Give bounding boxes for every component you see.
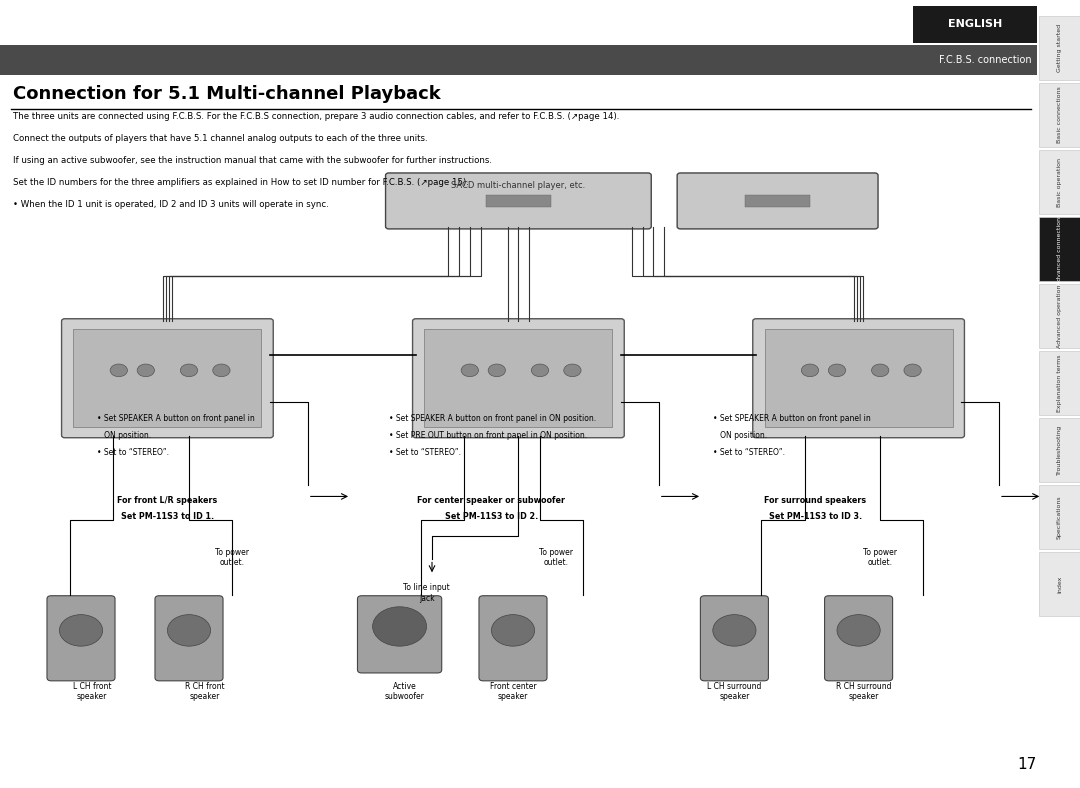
Text: • Set to “STEREO”.: • Set to “STEREO”. — [713, 448, 785, 457]
FancyBboxPatch shape — [386, 173, 651, 229]
Text: • Set SPEAKER A button on front panel in: • Set SPEAKER A button on front panel in — [713, 414, 870, 422]
Text: Set PM-11S3 to ID 1.: Set PM-11S3 to ID 1. — [121, 512, 214, 521]
Text: Active
subwoofer: Active subwoofer — [386, 682, 424, 701]
FancyBboxPatch shape — [677, 173, 878, 229]
Text: L CH front
speaker: L CH front speaker — [72, 682, 111, 701]
Circle shape — [904, 364, 921, 377]
Bar — [765, 329, 953, 427]
Text: Connect the outputs of players that have 5.1 channel analog outputs to each of t: Connect the outputs of players that have… — [13, 134, 428, 143]
Text: To line input
jack: To line input jack — [403, 583, 450, 603]
Bar — [1039, 16, 1080, 80]
Bar — [1039, 418, 1080, 482]
Text: 17: 17 — [1017, 757, 1037, 772]
Circle shape — [713, 615, 756, 646]
Circle shape — [801, 364, 819, 377]
Text: To power
outlet.: To power outlet. — [215, 548, 249, 567]
Text: Basic operation: Basic operation — [1057, 158, 1062, 206]
Bar — [73, 329, 261, 427]
Text: For surround speakers: For surround speakers — [765, 496, 866, 505]
Circle shape — [564, 364, 581, 377]
FancyBboxPatch shape — [357, 596, 442, 673]
Text: ON position.: ON position. — [97, 431, 151, 440]
Bar — [1039, 217, 1080, 281]
FancyBboxPatch shape — [701, 596, 769, 681]
Text: Explanation terms: Explanation terms — [1057, 355, 1062, 411]
Text: If using an active subwoofer, see the instruction manual that came with the subw: If using an active subwoofer, see the in… — [13, 156, 492, 165]
Bar — [1039, 150, 1080, 214]
Circle shape — [373, 607, 427, 646]
Circle shape — [59, 615, 103, 646]
Text: Connection for 5.1 Multi-channel Playback: Connection for 5.1 Multi-channel Playbac… — [13, 85, 441, 103]
Text: • Set to “STEREO”.: • Set to “STEREO”. — [389, 448, 461, 457]
Circle shape — [461, 364, 478, 377]
Bar — [745, 195, 810, 207]
Circle shape — [488, 364, 505, 377]
Text: Front center
speaker: Front center speaker — [489, 682, 537, 701]
Circle shape — [491, 615, 535, 646]
Text: Set the ID numbers for the three amplifiers as explained in How to set ID number: Set the ID numbers for the three amplifi… — [13, 178, 469, 187]
Text: • Set to “STEREO”.: • Set to “STEREO”. — [97, 448, 170, 457]
FancyBboxPatch shape — [413, 318, 624, 438]
Bar — [0, 45, 1037, 75]
Text: To power
outlet.: To power outlet. — [863, 548, 897, 567]
Circle shape — [137, 364, 154, 377]
FancyBboxPatch shape — [48, 596, 114, 681]
Text: Advanced connections: Advanced connections — [1057, 214, 1062, 284]
Circle shape — [531, 364, 549, 377]
Bar — [424, 329, 612, 427]
Text: Basic connections: Basic connections — [1057, 87, 1062, 143]
Text: • Set SPEAKER A button on front panel in: • Set SPEAKER A button on front panel in — [97, 414, 255, 422]
Bar — [1039, 552, 1080, 616]
Text: • Set PRE OUT button on front panel in ON position.: • Set PRE OUT button on front panel in O… — [389, 431, 586, 440]
Circle shape — [110, 364, 127, 377]
Text: Index: Index — [1057, 575, 1062, 593]
Text: For front L/R speakers: For front L/R speakers — [118, 496, 217, 505]
FancyBboxPatch shape — [825, 596, 892, 681]
Text: • Set SPEAKER A button on front panel in ON position.: • Set SPEAKER A button on front panel in… — [389, 414, 596, 422]
Bar — [1039, 351, 1080, 415]
Text: For center speaker or subwoofer: For center speaker or subwoofer — [417, 496, 566, 505]
Text: ON position.: ON position. — [713, 431, 767, 440]
Text: Specifications: Specifications — [1057, 495, 1062, 539]
Circle shape — [180, 364, 198, 377]
Bar — [1039, 83, 1080, 147]
Text: The three units are connected using F.C.B.S. For the F.C.B.S connection, prepare: The three units are connected using F.C.… — [13, 112, 619, 121]
Circle shape — [837, 615, 880, 646]
Circle shape — [167, 615, 211, 646]
Text: Troubleshooting: Troubleshooting — [1057, 425, 1062, 475]
Text: Set PM-11S3 to ID 3.: Set PM-11S3 to ID 3. — [769, 512, 862, 521]
Text: F.C.B.S. connection: F.C.B.S. connection — [939, 55, 1031, 65]
Circle shape — [872, 364, 889, 377]
FancyBboxPatch shape — [156, 596, 222, 681]
Text: Getting started: Getting started — [1057, 24, 1062, 72]
Circle shape — [213, 364, 230, 377]
Bar — [1039, 284, 1080, 348]
FancyBboxPatch shape — [753, 318, 964, 438]
Bar — [1039, 485, 1080, 549]
Text: Set PM-11S3 to ID 2.: Set PM-11S3 to ID 2. — [445, 512, 538, 521]
Text: • When the ID 1 unit is operated, ID 2 and ID 3 units will operate in sync.: • When the ID 1 unit is operated, ID 2 a… — [13, 200, 328, 209]
Text: To power
outlet.: To power outlet. — [539, 548, 573, 567]
Bar — [486, 195, 551, 207]
Bar — [913, 6, 1037, 43]
Text: R CH front
speaker: R CH front speaker — [186, 682, 225, 701]
Text: SACD multi-channel player, etc.: SACD multi-channel player, etc. — [451, 181, 585, 190]
Text: Advanced operation: Advanced operation — [1057, 284, 1062, 348]
FancyBboxPatch shape — [480, 596, 546, 681]
Text: R CH surround
speaker: R CH surround speaker — [836, 682, 892, 701]
Circle shape — [828, 364, 846, 377]
Text: L CH surround
speaker: L CH surround speaker — [707, 682, 761, 701]
Text: ENGLISH: ENGLISH — [947, 20, 1002, 29]
FancyBboxPatch shape — [62, 318, 273, 438]
